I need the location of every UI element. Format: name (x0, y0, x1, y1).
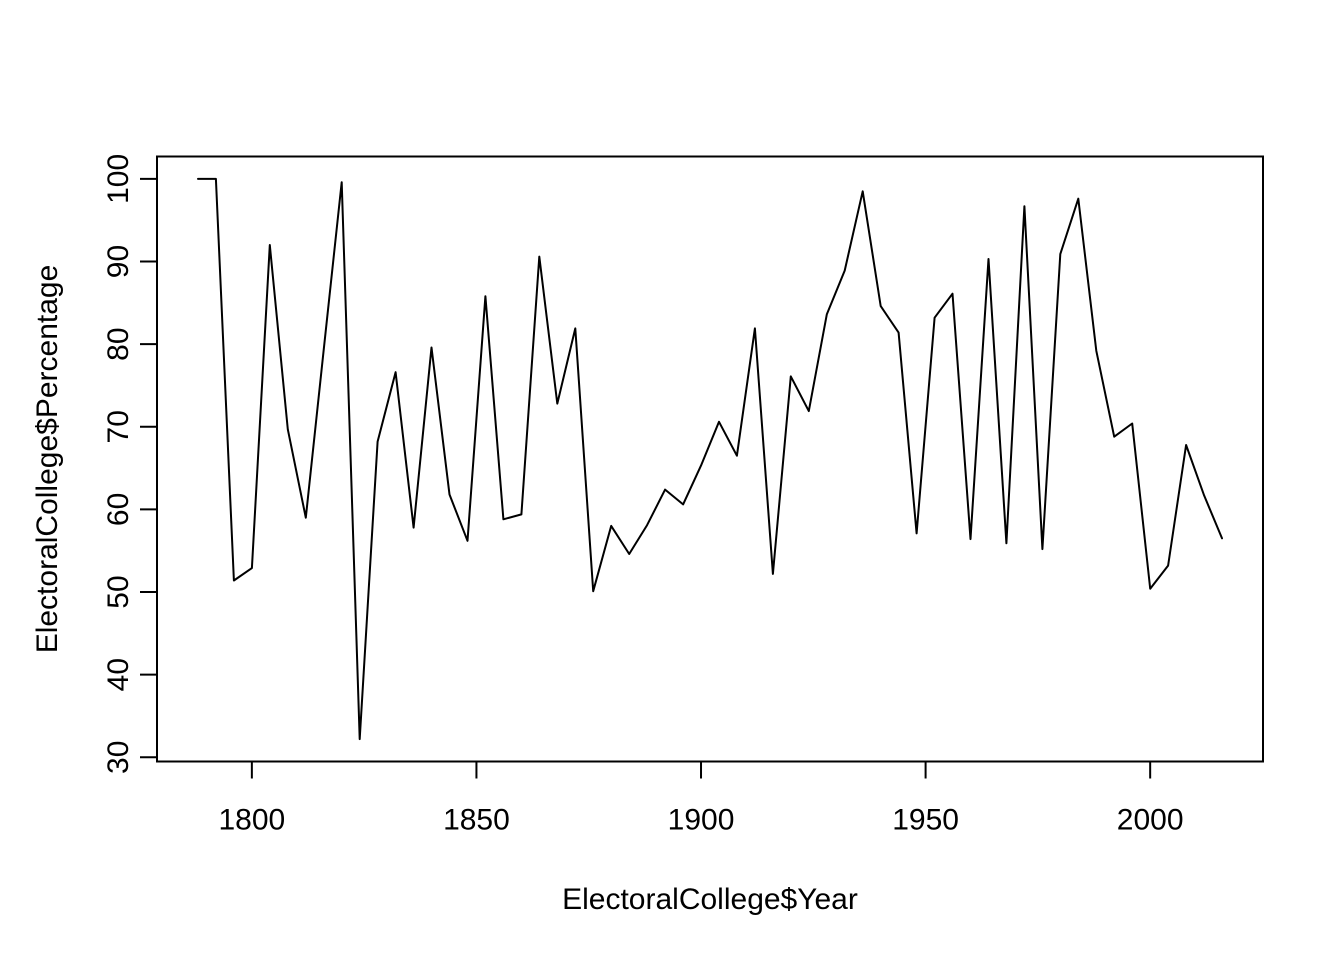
x-axis-title: ElectoralCollege$Year (562, 883, 858, 916)
data-line-series (197, 177, 1223, 741)
x-axis-tick-labels: 1800 1850 1900 1950 2000 (218, 804, 1183, 837)
x-tick-label: 1950 (892, 804, 959, 837)
y-axis-tick-labels: 30 40 50 60 70 80 90 100 (102, 154, 135, 774)
y-tick-label: 40 (102, 658, 135, 691)
y-tick-label: 60 (102, 493, 135, 526)
plot-border-box (156, 155, 1264, 763)
y-tick-label: 90 (102, 245, 135, 278)
x-tick-label: 2000 (1117, 804, 1184, 837)
y-tick-label: 50 (102, 575, 135, 608)
x-tick-label: 1900 (668, 804, 735, 837)
x-tick-label: 1800 (218, 804, 285, 837)
y-tick-label: 100 (102, 154, 135, 204)
y-axis-ticks (140, 177, 157, 759)
y-axis-title: ElectoralCollege$Percentage (31, 265, 64, 654)
y-tick-label: 30 (102, 741, 135, 774)
x-tick-label: 1850 (443, 804, 510, 837)
x-axis-ticks (250, 761, 1152, 779)
y-tick-label: 80 (102, 327, 135, 360)
y-tick-label: 70 (102, 410, 135, 443)
